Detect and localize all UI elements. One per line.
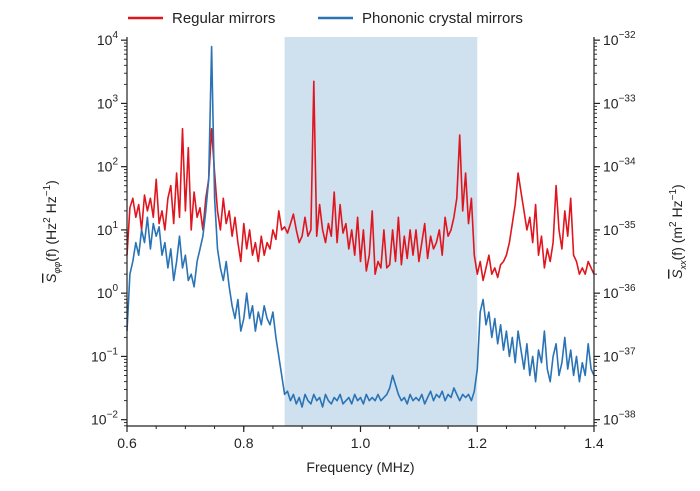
x-tick-label: 0.6	[117, 435, 137, 451]
y-axis-right-title-text: Sxx(f) (m2 Hz−1)	[668, 184, 688, 278]
y-right-tick-label: 10−36	[603, 283, 636, 301]
y-right-tick-label: 10−33	[603, 93, 636, 111]
legend-label-phononic-crystal-mirrors: Phononic crystal mirrors	[362, 10, 523, 27]
y-right-tick-label: 10−37	[603, 346, 636, 364]
axes-layer: 0.6 0.8 1.0 1.2 1.4 10−2 10−1 100 101 102 103 104 10…	[42, 30, 688, 475]
y-axis-left-title-text: Sφφ(f) (Hz2 Hz−1)	[42, 180, 62, 283]
y-left-tick-label: 10−1	[91, 346, 118, 364]
series-layer	[126, 45, 595, 408]
y-axis-right-title: Sxx(f) (m2 Hz−1)	[668, 184, 688, 278]
y-left-tick-label: 104	[97, 30, 119, 48]
y-right-tick-label: 10−38	[603, 410, 636, 428]
y-right-tick-label: 10−32	[603, 30, 636, 48]
y-right-tick-label: 10−35	[603, 220, 636, 238]
x-tick-label: 1.0	[351, 435, 371, 451]
y-right-tick-label: 10−34	[603, 157, 636, 175]
x-axis-title: Frequency (MHz)	[306, 459, 414, 475]
y-left-tick-label: 101	[97, 220, 119, 238]
legend-label-regular-mirrors: Regular mirrors	[172, 10, 275, 27]
x-tick-label: 1.2	[468, 435, 488, 451]
legend: Regular mirrors Phononic crystal mirrors	[128, 10, 523, 27]
y-left-tick-label: 10−2	[91, 410, 118, 428]
series-line-phononic-crystal-mirrors	[126, 45, 595, 408]
y-axis-left-title: Sφφ(f) (Hz2 Hz−1)	[42, 180, 62, 283]
x-tick-label: 0.8	[234, 435, 254, 451]
series-line-regular-mirrors	[126, 80, 595, 282]
y-left-tick-label: 102	[97, 157, 119, 175]
y-left-tick-label: 103	[97, 93, 119, 111]
y-left-tick-label: 100	[97, 283, 119, 301]
x-tick-label: 1.4	[584, 435, 604, 451]
